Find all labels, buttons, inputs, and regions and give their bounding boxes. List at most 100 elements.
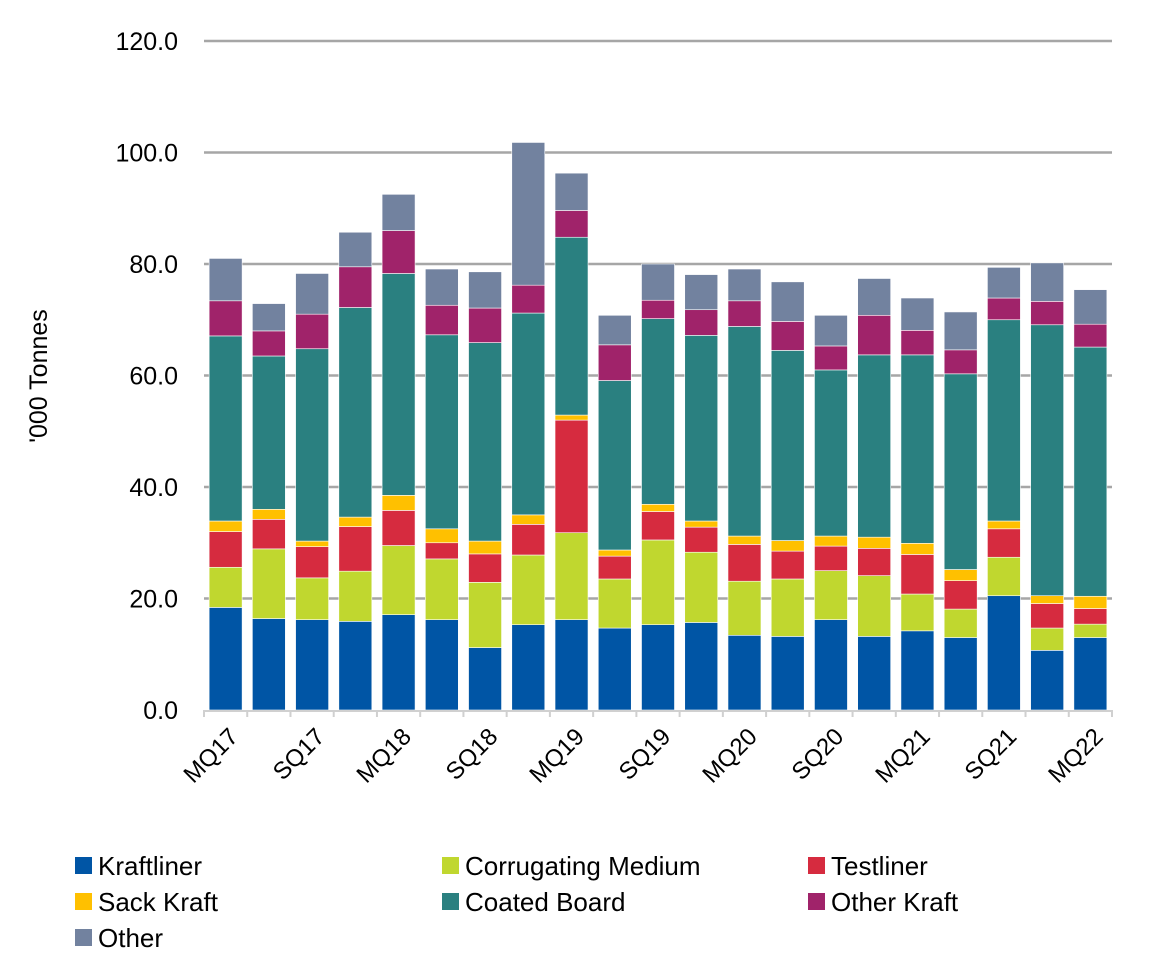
bar-segment-other-kraft [425,304,459,336]
bar-segment-other-kraft [727,300,762,327]
x-tick-label: MQ20 [697,723,762,788]
bar-segment-other [338,231,373,268]
bar-segment-corrugating-medium [295,577,329,620]
bar-segment-other [814,314,848,347]
legend-item: Coated Board [442,887,625,917]
bar-segment-sack-kraft [987,520,1021,530]
bar-segment-testliner [1073,608,1108,625]
legend-label: Other Kraft [831,887,959,917]
bar-segment-kraftliner [295,619,329,711]
x-tick-label: SQ20 [787,723,849,785]
y-tick-label: 60.0 [129,363,178,391]
bar-segment-kraftliner [381,614,416,711]
bar-segment-coated-board [943,373,978,570]
bar-stack [381,194,416,711]
bar-segment-testliner [1030,603,1064,629]
bar-segment-kraftliner [208,607,243,711]
bar-segment-kraftliner [554,619,589,711]
bar-segment-corrugating-medium [252,548,286,619]
bar-segment-kraftliner [814,619,848,711]
bar-segment-other-kraft [641,299,675,319]
bar-segment-corrugating-medium [943,608,978,638]
legend-swatch [442,857,459,874]
bar-segment-other-kraft [597,344,632,381]
bar-segment-sack-kraft [338,516,373,527]
bar-stack [511,142,546,711]
x-tick-label: MQ21 [870,723,935,788]
x-axis: MQ17 SQ17 MQ18 SQ18 MQ19 SQ19 MQ20 SQ20 MQ21 SQ21… [179,710,1113,788]
bar-segment-testliner [381,510,416,546]
bar-segment-other-kraft [468,307,502,343]
bar-segment-corrugating-medium [468,582,502,648]
legend-label: Testliner [831,851,928,881]
bar-segment-other-kraft [381,230,416,274]
bar-segment-testliner [208,531,243,568]
bar-segment-other-kraft [338,266,373,308]
bar-segment-corrugating-medium [554,532,589,620]
bar-stack [554,172,589,711]
bar-segment-coated-board [814,369,848,537]
bar-segment-other-kraft [857,314,891,356]
bar-stack [943,311,978,711]
bar-segment-sack-kraft [468,540,502,555]
bar-segment-testliner [770,550,805,580]
bar-stack [900,297,935,711]
legend-label: Coated Board [465,887,625,917]
x-tick-label: SQ18 [441,723,503,785]
legend-label: Corrugating Medium [465,851,701,881]
bar-segment-sack-kraft [554,414,589,421]
bar-segment-coated-board [208,335,243,522]
bar-segment-other [1030,262,1064,302]
bar-segment-other [943,311,978,351]
legend-item: Testliner [808,851,928,881]
bar-stack [425,268,459,711]
bar-segment-coated-board [252,355,286,510]
x-tick-label: SQ17 [268,723,330,785]
bar-segment-other-kraft [295,313,329,350]
bar-segment-sack-kraft [641,503,675,512]
bar-segment-kraftliner [425,619,459,711]
bar-segment-other [468,271,502,309]
bar-segment-kraftliner [1030,650,1064,711]
bar-segment-other [684,274,719,311]
bar-segment-other [381,194,416,231]
legend-label: Other [98,923,163,953]
bar-segment-coated-board [987,319,1021,522]
bar-segment-sack-kraft [381,495,416,511]
y-tick-label: 120.0 [115,28,178,56]
bar-segment-kraftliner [468,647,502,711]
legend-swatch [75,857,92,874]
bar-segment-corrugating-medium [1073,623,1108,638]
bar-segment-corrugating-medium [597,578,632,629]
bar-segment-other-kraft [1073,323,1108,348]
bar-segment-coated-board [1073,346,1108,597]
bar-stack [208,258,243,711]
x-tick-label: SQ19 [614,723,676,785]
bar-segment-other [252,303,286,332]
bar-segment-kraftliner [1073,637,1108,711]
bar-segment-sack-kraft [208,520,243,532]
bar-stack [468,271,502,711]
bar-stack [1073,289,1108,711]
bar-segment-coated-board [900,354,935,544]
bar-segment-other-kraft [208,300,243,337]
bar-segment-corrugating-medium [770,578,805,637]
bar-segment-sack-kraft [1030,595,1064,604]
legend-item: Sack Kraft [75,887,219,917]
bar-segment-sack-kraft [900,543,935,555]
bar-segment-coated-board [511,312,546,516]
legend: Kraftliner Corrugating Medium Testliner Sac… [75,851,959,953]
y-tick-label: 80.0 [129,251,178,279]
bar-segment-coated-board [468,342,502,542]
bar-segment-corrugating-medium [814,570,848,620]
bar-segment-corrugating-medium [381,545,416,615]
bar-segment-other-kraft [814,345,848,371]
x-tick-label: MQ17 [179,723,244,788]
bar-segment-corrugating-medium [641,539,675,626]
bar-segment-coated-board [554,236,589,416]
bar-stack [684,274,719,711]
bar-segment-sack-kraft [252,508,286,520]
bar-stack [857,278,891,711]
bar-segment-corrugating-medium [857,575,891,637]
bar-segment-kraftliner [857,636,891,711]
